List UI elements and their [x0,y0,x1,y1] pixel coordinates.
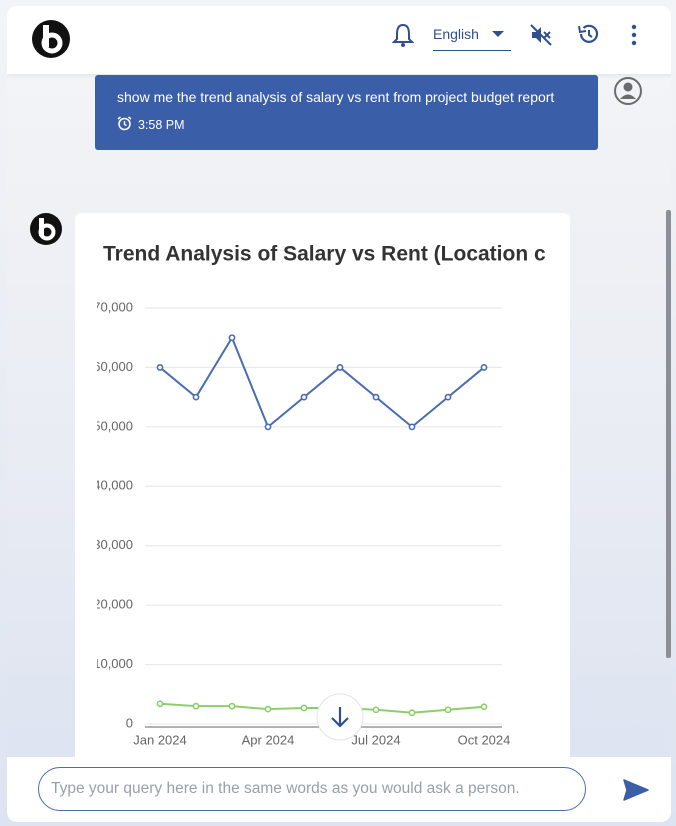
data-point [228,702,236,710]
query-input[interactable]: Type your query here in the same words a… [38,767,586,811]
data-point [408,423,416,431]
data-point [192,702,200,710]
x-tick-label: Oct 2024 [458,732,511,747]
send-button[interactable] [622,778,650,802]
data-point [156,700,164,708]
y-tick-label: 30,000 [93,537,133,552]
dropdown-arrow[interactable] [491,30,505,38]
chart-title: Trend Analysis of Salary vs Rent (Locati… [103,243,546,266]
bot-avatar [30,213,62,245]
y-tick-label: 40,000 [93,478,133,493]
x-tick-label: Jan 2024 [133,732,187,747]
y-tick-label: 50,000 [93,418,133,433]
data-point [480,703,488,711]
data-point [264,423,272,431]
input-bar: Type your query here in the same words a… [7,757,671,822]
data-point [444,393,452,401]
series-line [159,335,485,429]
logo[interactable] [31,19,71,59]
data-point [336,364,344,371]
y-tick-label: 60,000 [93,359,133,374]
language-underline [433,50,511,51]
x-tick-label: Apr 2024 [242,732,295,747]
data-point [408,709,416,717]
history-icon[interactable] [576,22,600,46]
data-point [480,364,488,371]
data-point [228,334,236,342]
x-tick-label: Jul 2024 [351,732,400,747]
data-point [192,393,200,401]
menu-icon[interactable] [628,23,640,47]
chart: Trend Analysis of Salary vs Rent (Locati… [93,243,546,748]
notification-icon[interactable] [392,22,414,48]
chart-card: Trend Analysis of Salary vs Rent (Locati… [75,213,570,773]
data-point [264,705,272,713]
data-point [156,364,164,371]
data-point [372,706,380,714]
message-text: show me the trend analysis of salary vs … [117,89,555,105]
y-tick-label: 10,000 [93,656,133,671]
data-point [372,393,380,401]
y-tick-label: 20,000 [93,597,133,612]
mute-icon[interactable] [529,23,553,47]
data-point [300,393,308,401]
header: English [7,6,671,74]
user-message: show me the trend analysis of salary vs … [95,75,598,150]
y-tick-label: 70,000 [93,299,133,314]
data-point [300,704,308,712]
message-time: 3:58 PM [138,118,185,132]
scroll-down-button[interactable] [315,692,365,742]
app-frame: English show me the trend analysis of sa… [7,6,671,822]
scrollbar[interactable] [666,210,671,658]
language-select[interactable]: English [433,26,479,42]
clock-icon [117,116,132,131]
data-point [444,706,452,714]
y-tick-label: 0 [126,715,133,730]
user-avatar [614,77,642,105]
